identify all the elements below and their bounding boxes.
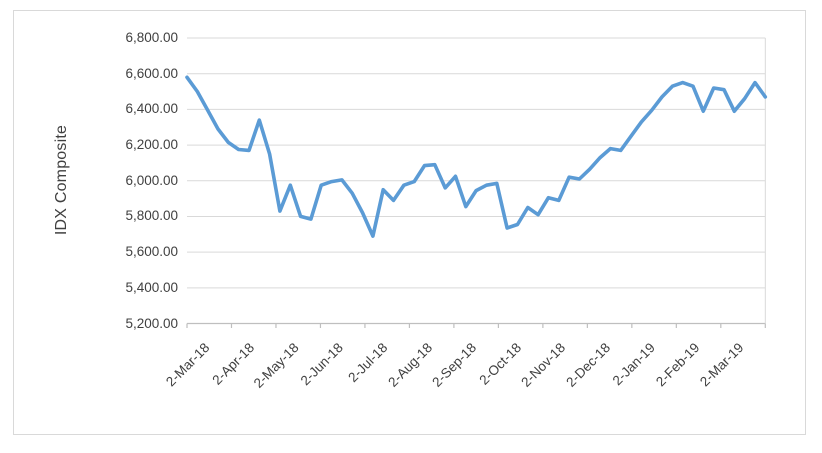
y-tick-label: 6,200.00 xyxy=(125,137,178,153)
y-tick-label: 6,400.00 xyxy=(125,101,178,117)
y-tick-label: 6,600.00 xyxy=(125,65,178,81)
y-tick-label: 6,800.00 xyxy=(125,30,178,45)
y-tick-label: 5,800.00 xyxy=(125,208,178,224)
y-tick-label: 5,600.00 xyxy=(125,244,178,260)
y-axis-title: IDX Composite xyxy=(53,124,70,236)
y-tick-label: 5,200.00 xyxy=(125,315,178,331)
y-tick-label: 5,400.00 xyxy=(125,279,178,295)
chart-border xyxy=(13,10,806,435)
y-tick-label: 6,000.00 xyxy=(125,172,178,188)
idx-composite-line xyxy=(185,75,768,238)
